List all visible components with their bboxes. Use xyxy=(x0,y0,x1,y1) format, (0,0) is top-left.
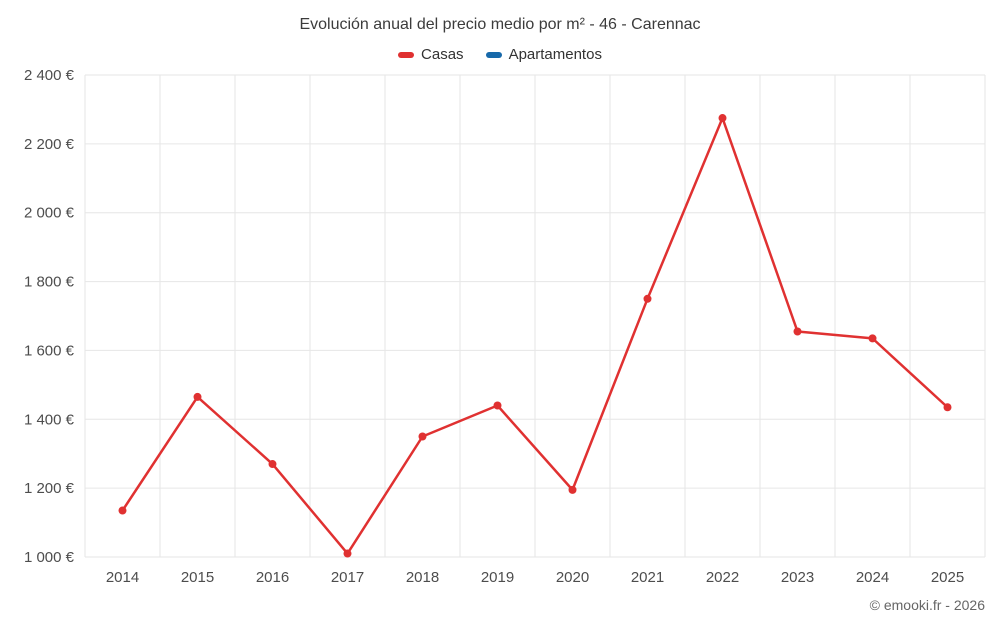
x-axis-tick-label: 2024 xyxy=(856,569,889,586)
series-line-casas xyxy=(121,116,949,555)
y-axis-tick-label: 1 800 € xyxy=(24,274,75,291)
legend-label: Casas xyxy=(421,46,464,63)
data-point-2016[interactable] xyxy=(268,460,277,469)
legend-item-apartamentos[interactable]: Apartamentos xyxy=(485,46,602,63)
legend-item-casas[interactable]: Casas xyxy=(398,46,464,63)
legend-label: Apartamentos xyxy=(508,46,602,63)
data-point-2022[interactable] xyxy=(718,114,727,123)
data-point-2024[interactable] xyxy=(868,334,877,343)
chart-title: Evolución anual del precio medio por m² … xyxy=(299,16,701,33)
y-axis-tick-label: 1 600 € xyxy=(24,342,75,359)
data-point-2021[interactable] xyxy=(643,294,652,303)
x-axis-tick-label: 2015 xyxy=(181,569,214,586)
data-point-2025[interactable] xyxy=(943,403,952,412)
data-point-2023[interactable] xyxy=(793,327,802,336)
chart-credits[interactable]: © emooki.fr - 2026 xyxy=(869,597,985,613)
legend-marker-icon xyxy=(398,51,415,58)
data-point-2017[interactable] xyxy=(343,549,352,558)
x-axis-tick-label: 2017 xyxy=(331,569,364,586)
x-axis-tick-label: 2014 xyxy=(106,569,139,586)
x-axis-tick-label: 2021 xyxy=(631,569,664,586)
x-axis-tick-label: 2023 xyxy=(781,569,814,586)
y-axis-tick-label: 1 200 € xyxy=(24,480,75,497)
x-axis-tick-label: 2025 xyxy=(931,569,964,586)
y-axis-tick-label: 1 000 € xyxy=(24,549,75,566)
y-axis-tick-label: 2 200 € xyxy=(24,136,75,153)
legend-marker-icon xyxy=(485,51,502,58)
x-axis-tick-label: 2020 xyxy=(556,569,589,586)
data-point-2014[interactable] xyxy=(118,506,127,515)
data-point-2020[interactable] xyxy=(568,485,577,494)
y-axis-tick-label: 1 400 € xyxy=(24,411,75,428)
x-axis-tick-label: 2016 xyxy=(256,569,289,586)
x-axis-tick-label: 2018 xyxy=(406,569,439,586)
x-axis-tick-label: 2019 xyxy=(481,569,514,586)
y-axis-tick-label: 2 000 € xyxy=(24,205,75,222)
data-point-2018[interactable] xyxy=(418,432,427,441)
data-point-2015[interactable] xyxy=(193,392,202,401)
legend: Casas Apartamentos xyxy=(0,46,1000,63)
data-point-2019[interactable] xyxy=(493,401,502,410)
x-axis-tick-label: 2022 xyxy=(706,569,739,586)
y-axis-tick-label: 2 400 € xyxy=(24,67,75,84)
